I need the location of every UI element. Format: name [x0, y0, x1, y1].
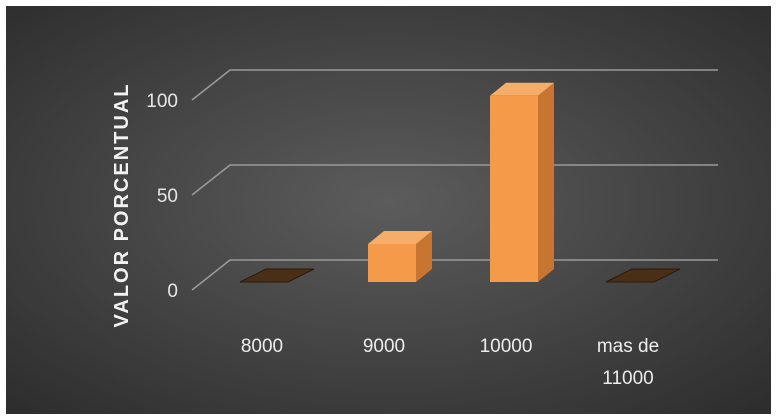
bar [239, 268, 315, 283]
bar-zero-tile [605, 268, 681, 283]
bar-top [490, 82, 554, 96]
bar-front [368, 244, 416, 282]
bar [605, 268, 681, 283]
x-category-label: 8000 [241, 336, 283, 357]
bar [490, 82, 554, 282]
gridline [191, 164, 718, 196]
y-tick-label: 100 [146, 91, 178, 112]
gridline [191, 69, 718, 101]
plot-background [6, 6, 771, 414]
x-category-label: 10000 [480, 336, 533, 357]
bar [368, 231, 432, 282]
y-tick-label: 50 [157, 186, 178, 207]
bar-side [538, 82, 554, 282]
y-tick-label: 0 [167, 281, 178, 302]
x-category-label: 9000 [363, 336, 405, 357]
bar-top [368, 231, 432, 244]
gridline [191, 259, 718, 291]
bar-zero-tile [239, 268, 315, 283]
bar-side [416, 231, 432, 282]
x-category-label: mas de 11000 [597, 336, 659, 389]
y-axis-title: VALOR PORCENTUAL [111, 83, 133, 328]
bar-front [490, 95, 538, 282]
